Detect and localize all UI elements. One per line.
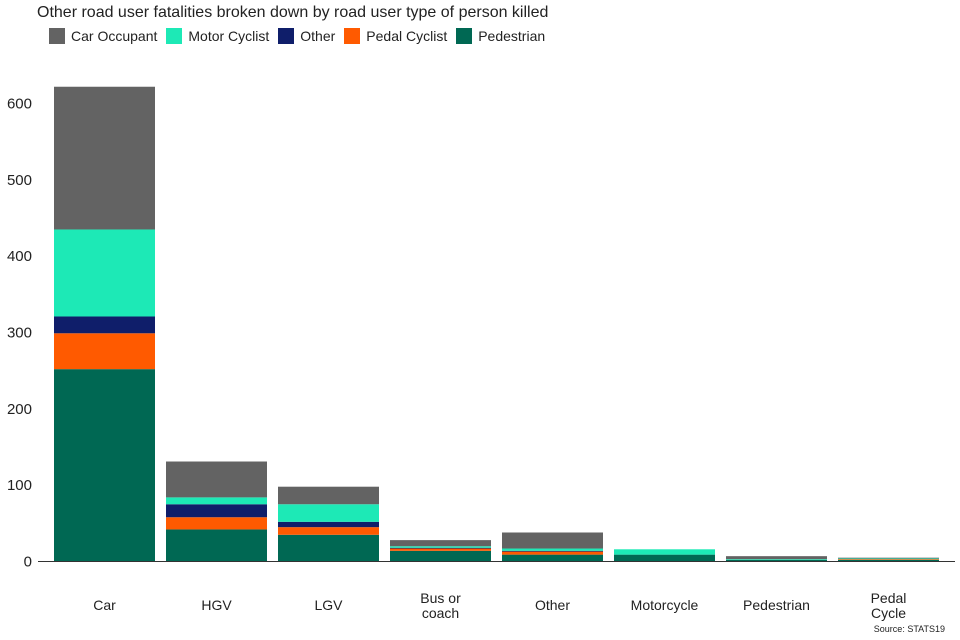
bar-segment bbox=[278, 534, 379, 562]
source-note: Source: STATS19 bbox=[873, 624, 945, 634]
x-tick-label: HGV bbox=[201, 597, 232, 613]
y-tick-label: 400 bbox=[7, 248, 32, 265]
legend-swatch bbox=[456, 28, 473, 44]
bar-segment bbox=[54, 369, 155, 562]
legend-item: Pedal Cyclist bbox=[344, 28, 447, 44]
bar-segment bbox=[390, 548, 491, 551]
legend-swatch bbox=[344, 28, 361, 44]
bar-segment bbox=[54, 86, 155, 230]
bar-segment bbox=[838, 558, 939, 560]
bar-segment bbox=[726, 556, 827, 560]
x-tick-label: Pedal Cycle bbox=[871, 590, 907, 621]
y-tick-label: 0 bbox=[24, 554, 32, 571]
y-tick-label: 600 bbox=[7, 96, 32, 113]
bar-segment bbox=[390, 540, 491, 547]
bar-segment bbox=[726, 559, 827, 562]
legend-swatch bbox=[278, 28, 295, 44]
bar-segment bbox=[166, 497, 267, 505]
legend-label: Pedestrian bbox=[478, 28, 546, 44]
bar-segment bbox=[166, 517, 267, 530]
bar-segment bbox=[614, 554, 715, 562]
bar-segment bbox=[390, 550, 491, 562]
bar-segment bbox=[502, 532, 603, 549]
y-tick-label: 300 bbox=[7, 325, 32, 342]
bar-segment bbox=[278, 527, 379, 535]
x-tick-label: Bus or coach bbox=[420, 590, 461, 621]
legend-item: Other bbox=[278, 28, 335, 44]
bar-segment bbox=[166, 504, 267, 518]
bar-segment bbox=[54, 316, 155, 334]
legend-item: Car Occupant bbox=[49, 28, 157, 44]
bar-segment bbox=[278, 504, 379, 522]
bar-segment bbox=[278, 521, 379, 528]
bar-segment bbox=[614, 549, 715, 555]
chart-title: Other road user fatalities broken down b… bbox=[37, 4, 549, 21]
bar-segment bbox=[278, 486, 379, 505]
bar-segment bbox=[838, 559, 939, 562]
legend-label: Other bbox=[300, 28, 336, 44]
bar-segment bbox=[502, 551, 603, 555]
y-tick-label: 200 bbox=[7, 401, 32, 418]
bar-segment bbox=[390, 547, 491, 549]
bar-segment bbox=[390, 546, 491, 548]
bar-segment bbox=[54, 229, 155, 317]
bar-segment bbox=[166, 461, 267, 498]
legend-swatch bbox=[49, 28, 65, 44]
y-tick-label: 100 bbox=[7, 477, 32, 494]
legend-label: Car Occupant bbox=[71, 28, 158, 44]
x-tick-label: Pedestrian bbox=[743, 597, 810, 613]
x-tick-label: Other bbox=[535, 597, 570, 613]
bar-segment bbox=[726, 559, 827, 560]
legend-item: Pedestrian bbox=[456, 28, 545, 44]
bar-segment bbox=[502, 548, 603, 551]
legend-label: Motor Cyclist bbox=[188, 28, 270, 44]
legend-item: Motor Cyclist bbox=[166, 28, 269, 44]
legend-swatch bbox=[166, 28, 183, 44]
legend: Car Occupant Motor Cyclist Other Pedal Cycl… bbox=[49, 28, 554, 44]
x-tick-label: LGV bbox=[314, 597, 343, 613]
bar-segment bbox=[166, 529, 267, 562]
legend-label: Pedal Cyclist bbox=[366, 28, 448, 44]
bar-segment bbox=[502, 554, 603, 562]
bar-segment bbox=[502, 550, 603, 552]
bar-segment bbox=[838, 559, 939, 560]
bar-segment bbox=[838, 557, 939, 559]
x-tick-label: Car bbox=[93, 597, 116, 613]
y-tick-label: 500 bbox=[7, 172, 32, 189]
bar-segment bbox=[54, 333, 155, 370]
x-tick-label: Motorcycle bbox=[631, 597, 699, 613]
